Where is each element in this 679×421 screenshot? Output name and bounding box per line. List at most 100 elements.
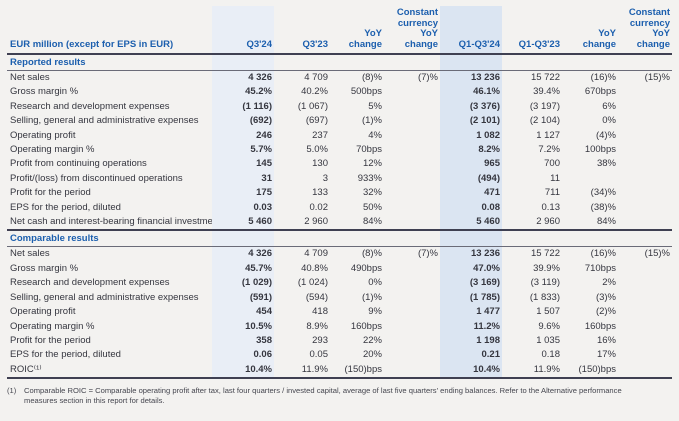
value-cell: 5% (368, 100, 382, 112)
table-row: Research and development expenses (1 116)… (7, 100, 672, 114)
value-cell: 454 (256, 306, 272, 318)
value-cell: 5.7% (250, 144, 272, 156)
value-cell: 0.08 (481, 201, 501, 213)
value-cell (618, 334, 672, 348)
value-cell (384, 85, 440, 99)
value-cell: (150)bps (562, 362, 618, 380)
value-cell: 31 (261, 172, 272, 184)
section-title: Comparable results (7, 230, 212, 248)
header-row: EUR million (except for EPS in EUR) Q3'2… (7, 6, 672, 55)
value-cell: 10.4% (440, 362, 502, 380)
value-cell: 17% (596, 349, 616, 361)
value-cell: 130 (312, 158, 328, 170)
value-cell: (16)% (590, 72, 616, 83)
value-cell (618, 276, 672, 290)
value-cell: (1 067) (297, 100, 328, 112)
value-cell: (1 024) (297, 277, 328, 289)
table-row: Operating margin % 5.7% 5.0% 70bps 8.2% 7.2% 1… (7, 143, 672, 157)
footnote: (1) Comparable ROIC = Comparable operati… (7, 386, 667, 405)
value-cell: (591) (249, 291, 272, 303)
value-cell: (7)% (417, 248, 438, 260)
row-label: Net sales (10, 72, 50, 83)
value-cell: 1 477 (476, 306, 500, 318)
value-cell: 700 (544, 158, 560, 170)
value-cell (618, 143, 672, 157)
row-label: EPS for the period, diluted (10, 349, 121, 361)
table-row: Profit for the period 175 133 32% 471 711 (34)… (7, 186, 672, 200)
value-cell (618, 362, 672, 380)
value-cell: 237 (312, 129, 328, 141)
value-cell: 500bps (350, 86, 382, 98)
value-cell: 0.05 (309, 349, 329, 361)
value-cell: 9.6% (538, 320, 560, 332)
row-label: Gross margin % (10, 86, 79, 98)
row-label: Research and development expenses (10, 100, 170, 112)
value-cell: 0% (368, 277, 382, 289)
value-cell: 4 326 (248, 248, 272, 260)
value-cell (618, 262, 672, 276)
row-label: Net cash and interest-bearing financial … (7, 215, 212, 232)
value-cell: (2 104) (529, 115, 560, 127)
row-label: Profit/(loss) from discontinued operatio… (10, 172, 183, 184)
value-cell (618, 215, 672, 232)
value-cell: 84% (330, 215, 384, 232)
value-cell: 50% (362, 201, 382, 213)
value-cell (384, 157, 440, 171)
section-filler-cell (330, 230, 384, 248)
value-cell: (8)% (361, 248, 382, 260)
column-header: YoY change (562, 6, 618, 55)
value-cell: (697) (305, 115, 328, 127)
section-filler-cell (502, 230, 562, 248)
column-header: Q1-Q3'24 (440, 6, 502, 55)
value-cell (618, 348, 672, 362)
value-cell: 84% (562, 215, 618, 232)
value-cell (384, 129, 440, 143)
value-cell: 2 960 (502, 215, 562, 232)
value-cell: 4 709 (304, 248, 328, 260)
value-cell: 70bps (356, 144, 382, 156)
report-page: EUR million (except for EPS in EUR) Q3'2… (7, 6, 672, 405)
value-cell: (34)% (590, 187, 616, 199)
row-label: Research and development expenses (10, 277, 170, 289)
value-cell: 933% (357, 172, 382, 184)
section-filler-cell (440, 230, 502, 248)
value-cell: (8)% (361, 72, 382, 83)
value-cell: (16)% (590, 248, 616, 260)
value-cell: 39.4% (533, 86, 560, 98)
value-cell: 160bps (350, 320, 382, 332)
value-cell: 38% (596, 158, 616, 170)
row-label: Operating margin % (10, 320, 95, 332)
value-cell: 16% (596, 334, 616, 346)
value-cell: 100bps (584, 144, 616, 156)
value-cell (562, 172, 618, 186)
results-table: EUR million (except for EPS in EUR) Q3'2… (7, 6, 672, 380)
value-cell (618, 305, 672, 319)
value-cell: 11.9% (274, 362, 330, 380)
row-label: Selling, general and administrative expe… (10, 115, 199, 127)
value-cell: (150)bps (330, 362, 384, 380)
value-cell: 1 127 (536, 129, 560, 141)
section-filler-cell (212, 230, 274, 248)
footnote-marker: (1) (7, 386, 17, 396)
value-cell: 490bps (350, 262, 382, 274)
value-cell: 5.0% (306, 144, 328, 156)
table-row: Profit from continuing operations 145 130 1… (7, 157, 672, 171)
value-cell: 12% (362, 158, 382, 170)
column-header: Q3'24 (212, 6, 274, 55)
value-cell (384, 201, 440, 215)
row-label: Operating profit (10, 129, 76, 141)
value-cell (384, 334, 440, 348)
value-cell: 1 198 (476, 334, 500, 346)
value-cell: 293 (312, 334, 328, 346)
value-cell: 11.9% (502, 362, 562, 380)
value-cell: (3 197) (529, 100, 560, 112)
value-cell: (692) (249, 115, 272, 127)
value-cell: 5 460 (212, 215, 274, 232)
value-cell: 0.13 (541, 201, 561, 213)
row-label: Selling, general and administrative expe… (10, 291, 199, 303)
value-cell: 32% (362, 187, 382, 199)
value-cell: 2 960 (274, 215, 330, 232)
section-filler-cell (384, 230, 440, 248)
value-cell: 160bps (584, 320, 616, 332)
section-filler-cell (618, 54, 672, 71)
